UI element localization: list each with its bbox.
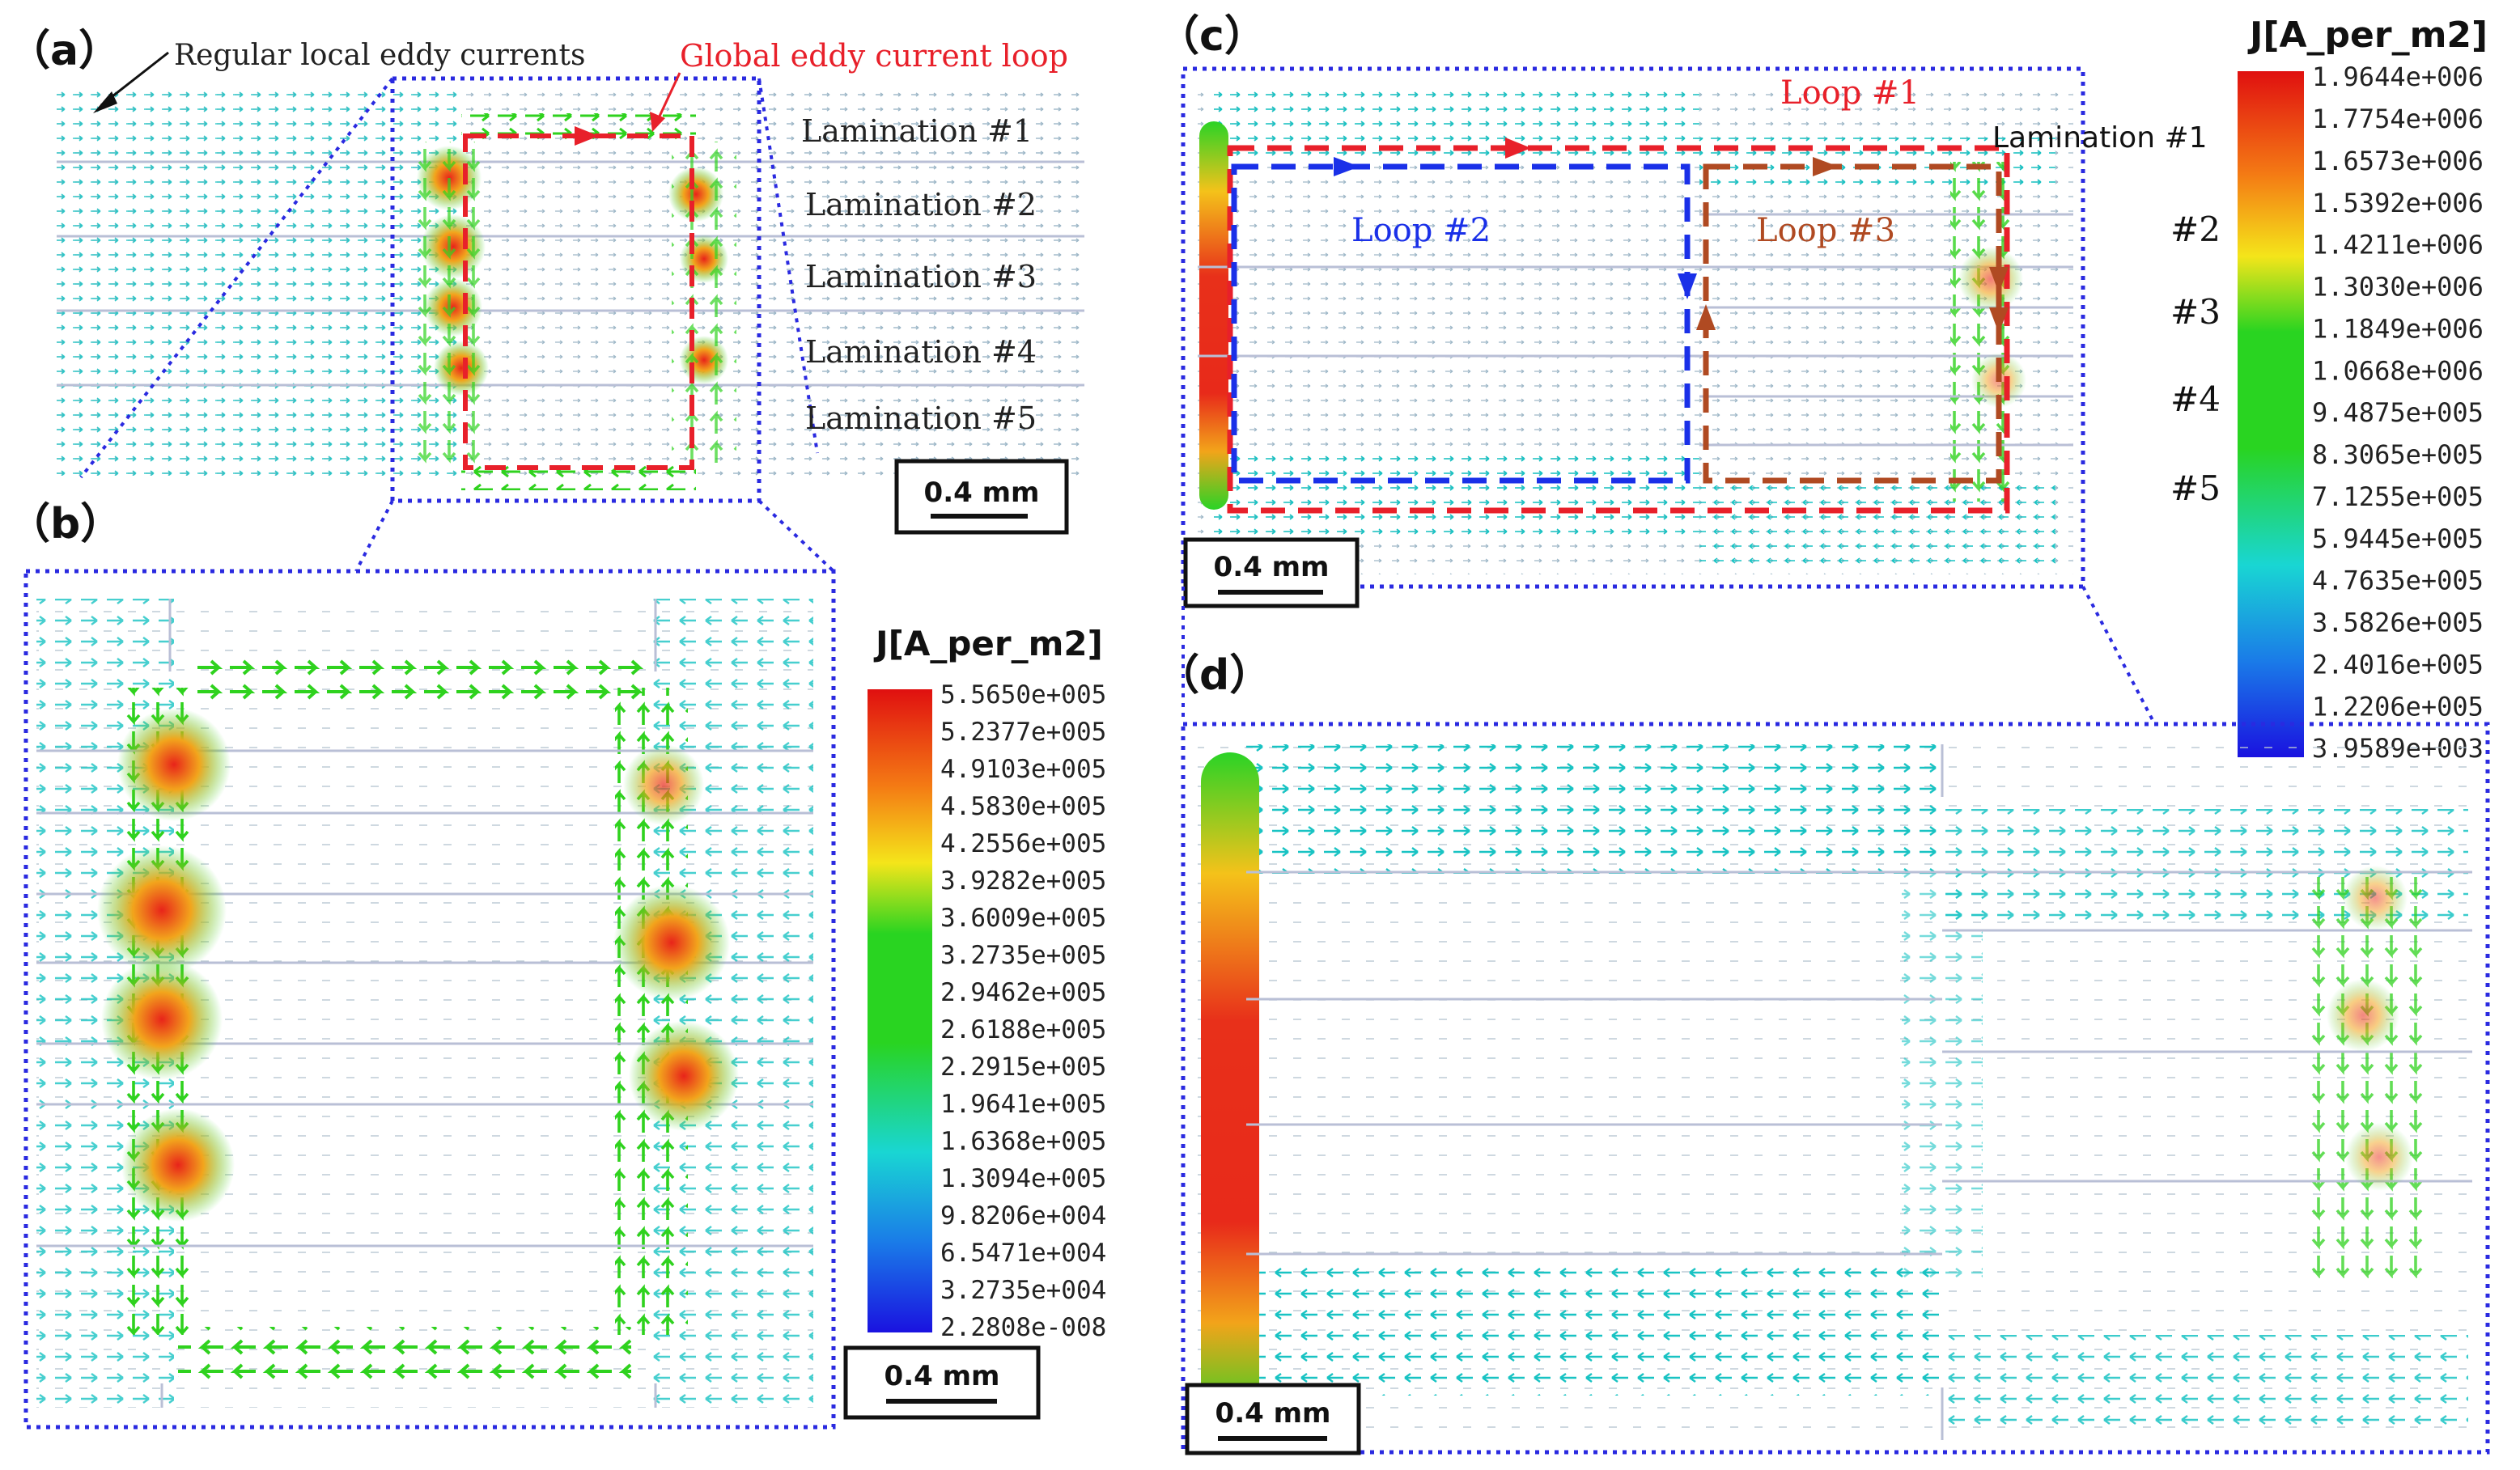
legend_b-tick-1: 5.2377e+005 (940, 718, 1106, 747)
legend_c-tick-10: 7.1255e+005 (2312, 481, 2484, 512)
panel-c: （c） Loop #1 Loop # (1157, 12, 2221, 608)
legend_c-tick-4: 1.4211e+006 (2312, 230, 2484, 261)
legend-c-ticks: 1.9644e+006 1.7754e+006 1.6573e+006 1.5392e… (2312, 61, 2484, 764)
legend_c-tick-14: 2.4016e+005 (2312, 649, 2484, 680)
legend_b-tick-2: 4.9103e+005 (940, 755, 1106, 784)
panel-b-label: （b） (8, 500, 122, 549)
legend_c-tick-1: 1.7754e+006 (2312, 104, 2484, 134)
legend_b-tick-9: 2.6188e+005 (940, 1015, 1106, 1044)
legend_c-tick-12: 4.7635e+005 (2312, 566, 2484, 596)
legend-b-colorbar (868, 689, 932, 1332)
legend_b-tick-4: 4.2556e+005 (940, 829, 1106, 858)
panel-d: （d） 0.4 mm (1157, 651, 2490, 1455)
legend_c-tick-11: 5.9445e+005 (2312, 523, 2484, 554)
legend-b-ticks: 5.5650e+005 5.2377e+005 4.9103e+005 4.5830e… (940, 680, 1106, 1342)
legend_b-tick-12: 1.6368e+005 (940, 1127, 1106, 1156)
panel-c-scale-box (1183, 537, 1360, 608)
panel-d-scale-text: 0.4 mm (1215, 1397, 1331, 1430)
lamination-label-4: Lamination #4 (805, 334, 1037, 370)
panel-c-frame (1181, 66, 2085, 589)
loop-2-label: Loop #2 (1351, 212, 1491, 249)
legend_b-tick-15: 6.5471e+004 (940, 1239, 1106, 1268)
legend_c-tick-6: 1.1849e+006 (2312, 313, 2484, 344)
legend_c-tick-7: 1.0668e+006 (2312, 355, 2484, 386)
panel-a: （a） R (8, 27, 1084, 535)
loop-1-label: Loop #1 (1780, 74, 1920, 112)
lamination-label-1: Lamination #1 (801, 113, 1033, 149)
panel-a-scale-box (894, 459, 1069, 535)
annot-global-arrow (655, 72, 681, 122)
panel-c-lamination-4: #4 (2170, 379, 2221, 419)
legend_c-tick-13: 3.5826e+005 (2312, 608, 2484, 638)
legend_c-tick-15: 1.2206e+005 (2312, 691, 2484, 722)
legend_c-tick-8: 9.4875e+005 (2312, 397, 2484, 428)
legend_b-tick-0: 5.5650e+005 (940, 680, 1106, 710)
lamination-label-2: Lamination #2 (805, 187, 1037, 222)
panel-c-lamination-2: #2 (2170, 210, 2221, 249)
legend-b-title: J[A_per_m2] (873, 624, 1103, 663)
legend_b-tick-5: 3.9282e+005 (940, 866, 1106, 896)
legend_b-tick-3: 4.5830e+005 (940, 792, 1106, 821)
legend_c-tick-5: 1.3030e+006 (2312, 272, 2484, 303)
panel-d-label: （d） (1157, 651, 1271, 700)
legend_b-tick-11: 1.9641e+005 (940, 1090, 1106, 1119)
panel-b-scale-box (843, 1345, 1041, 1420)
panel-b-frame (23, 569, 836, 1430)
legend_b-tick-16: 3.2735e+004 (940, 1276, 1106, 1305)
legend_b-tick-13: 1.3094e+005 (940, 1164, 1106, 1193)
loop-3-label: Loop #3 (1756, 212, 1895, 249)
panel-d-hot-edge (1201, 752, 1259, 1424)
legend_b-tick-10: 2.2915e+005 (940, 1053, 1106, 1082)
panel-c-lamination-1: Lamination #1 (1992, 121, 2208, 155)
panel-d-scale-box (1185, 1383, 1361, 1455)
legend_c-tick-9: 8.3065e+005 (2312, 439, 2484, 470)
loop-2-path (1231, 163, 1691, 484)
panel-a-loop-arrow (575, 126, 599, 146)
annot-global-loop: Global eddy current loop (680, 38, 1068, 74)
legend_b-tick-6: 3.6009e+005 (940, 904, 1106, 933)
lamination-label-5: Lamination #5 (805, 400, 1037, 436)
legend_c-tick-2: 1.6573e+006 (2312, 146, 2484, 176)
panel-c-label: （c） (1157, 12, 1266, 61)
legend_b-tick-14: 9.8206e+004 (940, 1201, 1106, 1231)
legend-c-title: J[A_per_m2] (2247, 15, 2488, 56)
lamination-label-3: Lamination #3 (805, 259, 1037, 294)
panel-a-label: （a） (8, 27, 121, 75)
legend-c-colorbar (2238, 71, 2304, 757)
panel-c-scale-text: 0.4 mm (1214, 551, 1330, 583)
legend-c: J[A_per_m2] 1.9644e+006 1.7754e+006 1.6573… (2238, 15, 2488, 764)
panel-c-hot-edge (1199, 121, 1228, 510)
legend_c-tick-3: 1.5392e+006 (2312, 188, 2484, 218)
legend_b-tick-17: 2.2808e-008 (940, 1313, 1106, 1342)
panel-b: （b） J[A_per (8, 500, 1106, 1430)
panel-d-hotspots (2327, 866, 2413, 1191)
panel-a-lamination-dividers (57, 160, 1084, 387)
panel-b-scale-text: 0.4 mm (885, 1360, 1000, 1392)
panel-c-lamination-5: #5 (2170, 468, 2221, 508)
panel-b-hotspots (97, 708, 739, 1222)
panel-c-lamination-3: #3 (2170, 292, 2221, 332)
annot-regular-eddy: Regular local eddy currents (174, 39, 585, 72)
legend_c-tick-0: 1.9644e+006 (2312, 61, 2484, 92)
legend_b-tick-8: 2.9462e+005 (940, 978, 1106, 1007)
loop-1-path (1227, 145, 2010, 514)
panel-a-scale-text: 0.4 mm (924, 477, 1040, 509)
panel-a-zoom-frame (390, 76, 762, 503)
legend_b-tick-7: 3.2735e+005 (940, 941, 1106, 970)
panel-d-frame (1181, 722, 2490, 1455)
